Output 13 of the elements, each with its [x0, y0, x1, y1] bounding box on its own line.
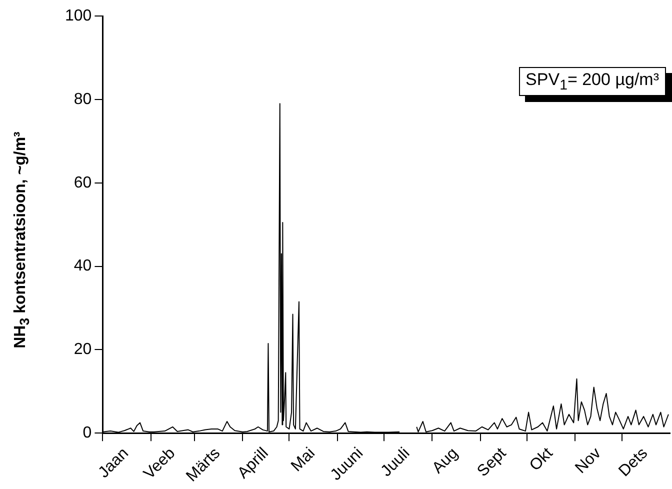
y-tick-label: 60 — [74, 174, 92, 192]
x-tick-label: Dets — [616, 444, 652, 480]
y-tick-label: 0 — [82, 424, 92, 442]
x-tick-label: Mai — [288, 444, 318, 476]
x-tick-label: Nov — [572, 444, 604, 477]
y-tick-label: 80 — [74, 90, 92, 108]
y-tick-label: 40 — [74, 258, 92, 275]
annotation: SPV$_{1}$= 200 µg/m³ — [518, 67, 666, 96]
x-tick-label: Okt — [526, 444, 557, 474]
x-tick-label: Veeb — [140, 444, 179, 483]
y-tick-label: 100 — [64, 7, 92, 24]
x-tick-label: Aug — [429, 444, 462, 477]
y-tick-label: 20 — [74, 341, 92, 358]
